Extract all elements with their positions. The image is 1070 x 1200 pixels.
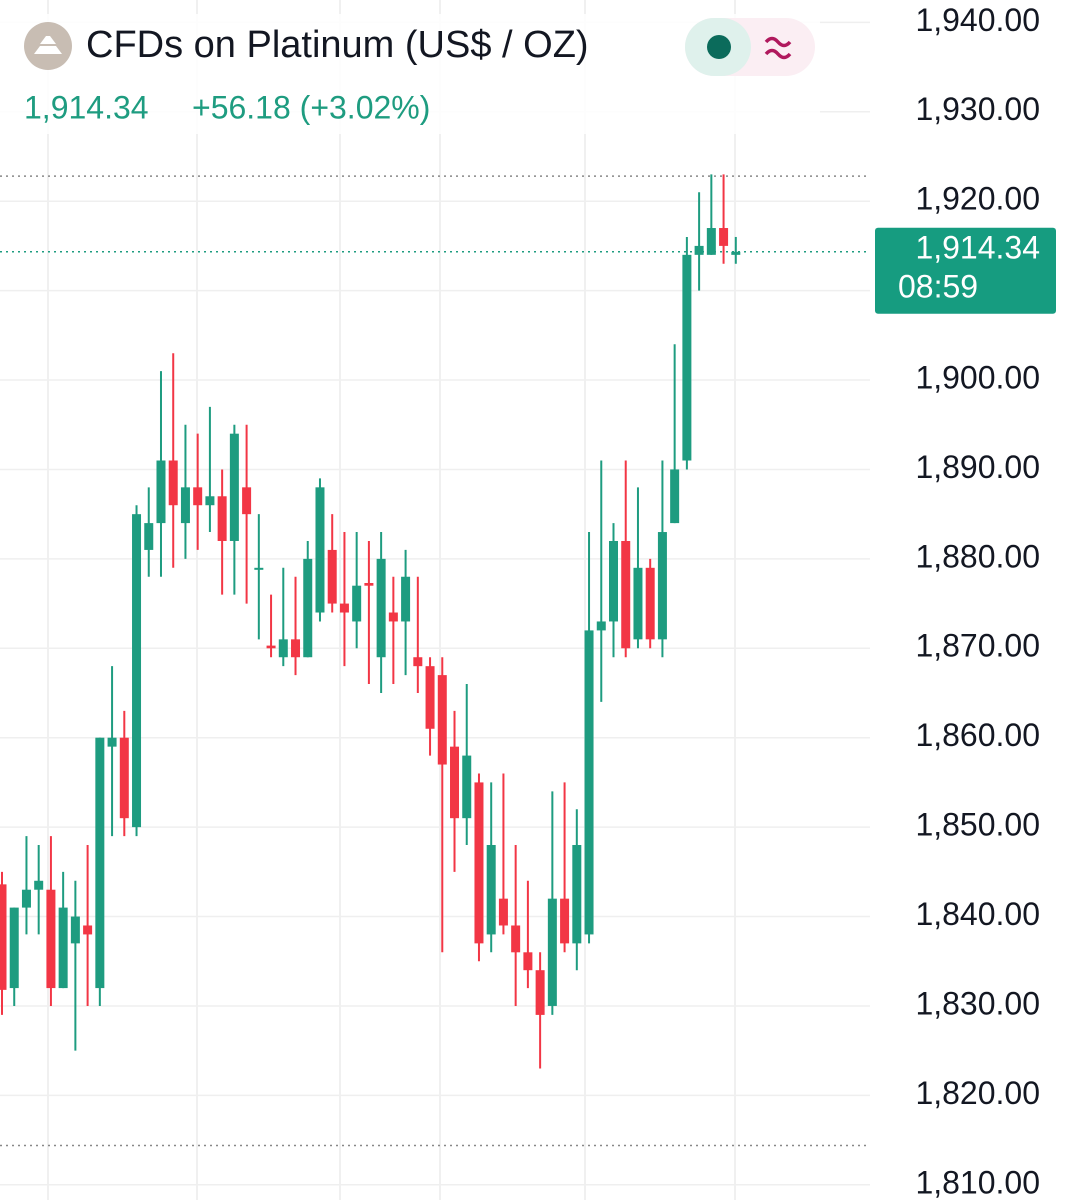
candle-body [657,532,667,640]
last-price-badge-value: 1,914.34 [915,229,1040,265]
candle-body [107,737,117,747]
candle-body [352,585,362,622]
candle-body [682,254,692,461]
candle-body [364,583,374,586]
last-price: 1,914.34 [24,89,149,125]
y-tick-label: 1,860.00 [915,717,1040,753]
candle-body [156,460,166,524]
candle-body [144,523,154,550]
price-change: +56.18 (+3.02%) [192,89,430,125]
candle-body [388,612,398,622]
bar-countdown: 08:59 [898,268,978,304]
candle-body [609,540,618,622]
candle-body [731,251,741,255]
candle-body [523,952,533,971]
candle-body [217,496,227,541]
candle-body [315,487,325,613]
y-tick-label: 1,890.00 [915,449,1040,485]
symbol-icon-glyph [34,36,62,54]
candle-body [327,549,337,604]
y-tick-label: 1,840.00 [915,896,1040,932]
candle-body [474,782,484,944]
candle-body [278,639,288,658]
market-open-dot [707,35,731,59]
candle-body [560,898,570,944]
candle-body [291,639,301,658]
candle-body [535,970,545,1015]
candle-body [425,666,435,729]
candle-body [694,245,704,255]
candle-body [511,925,521,953]
candle-body [46,889,56,989]
candle-body [58,907,68,989]
last-price-badge [875,227,1056,314]
candle-body [21,889,31,908]
candle-body [168,460,178,506]
candle-body [621,540,631,649]
candle-body [339,603,349,613]
candle-body [266,645,276,649]
candle-body [34,880,44,890]
candle-body [596,621,606,631]
chart-title: CFDs on Platinum (US$ / OZ) [86,24,589,66]
y-tick-label: 1,880.00 [915,538,1040,574]
candle-body [193,487,203,506]
candle-body [376,558,386,658]
candle-body [547,898,557,1006]
candle-body [242,487,252,515]
y-tick-label: 1,940.00 [915,2,1040,38]
candle-body [706,228,716,255]
candle-body [254,567,264,570]
candle-body [670,469,680,524]
y-tick-label: 1,810.00 [915,1164,1040,1200]
candle-body [498,898,508,926]
candle-body [205,496,215,506]
candle-body [303,558,313,658]
candle-body [401,576,411,622]
candle-body [70,916,80,944]
y-tick-label: 1,920.00 [915,181,1040,217]
candle-body [462,755,472,819]
candle-body [83,925,93,935]
candle-body [9,907,19,989]
candle-body [180,487,190,524]
candle-body [229,433,239,541]
candle-body [584,630,594,935]
y-tick-label: 1,870.00 [915,628,1040,664]
y-tick-label: 1,830.00 [915,985,1040,1021]
candle-body [572,845,582,944]
candle-body [0,884,7,990]
candle-body [450,746,460,819]
y-tick-label: 1,930.00 [915,91,1040,127]
candle-body [486,845,496,935]
candle-body [719,228,729,246]
y-tick-label: 1,900.00 [915,359,1040,395]
candle-body [437,675,447,765]
candle-body [132,514,142,828]
candle-body [645,567,655,640]
delayed-icon [764,36,792,60]
header-bg [0,14,820,134]
time-grid [47,0,736,1200]
candle-body [119,737,129,819]
y-tick-label: 1,850.00 [915,807,1040,843]
y-tick-label: 1,820.00 [915,1075,1040,1111]
candle-body [413,657,423,667]
candle-body [95,737,105,989]
candle-body [633,567,643,640]
